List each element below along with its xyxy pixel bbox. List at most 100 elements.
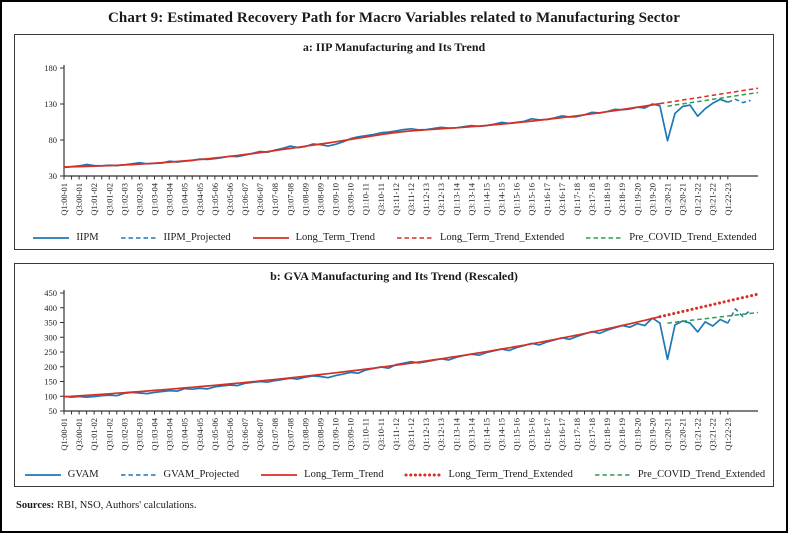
svg-text:Q1:15-16: Q1:15-16 (512, 418, 522, 451)
svg-text:Q3:03-04: Q3:03-04 (165, 417, 175, 450)
series-GVAM (63, 317, 729, 398)
panel-iip-title: a: IIP Manufacturing and Its Trend (302, 40, 486, 54)
svg-text:Q3:14-15: Q3:14-15 (497, 418, 507, 451)
legend-label: Long_Term_Trend (295, 232, 375, 243)
svg-text:Q1:16-17: Q1:16-17 (542, 418, 552, 451)
svg-text:Q3:03-04: Q3:03-04 (165, 182, 175, 215)
svg-text:Q1:18-19: Q1:18-19 (602, 183, 612, 216)
svg-text:400: 400 (44, 303, 57, 313)
svg-text:Q1:12-13: Q1:12-13 (421, 418, 431, 451)
svg-text:Q3:13-14: Q3:13-14 (466, 417, 476, 450)
svg-text:Q1:09-10: Q1:09-10 (331, 418, 341, 451)
panel-iip: a: IIP Manufacturing and Its Trend 30 80 1… (14, 34, 774, 250)
svg-text:Q1:02-03: Q1:02-03 (119, 418, 129, 451)
svg-text:Q1:06-07: Q1:06-07 (240, 418, 250, 451)
svg-text:Q3:16-17: Q3:16-17 (557, 418, 567, 451)
legend-label: Pre_COVID_Trend_Extended (629, 232, 757, 243)
svg-text:Q3:21-22: Q3:21-22 (708, 183, 718, 216)
svg-text:450: 450 (44, 288, 57, 298)
svg-text:Q3:14-15: Q3:14-15 (497, 183, 507, 216)
series-Pre_COVID_Trend_Extended (667, 91, 759, 107)
svg-text:150: 150 (44, 377, 57, 387)
svg-text:Q1:10-11: Q1:10-11 (361, 418, 371, 450)
svg-text:Q3:09-10: Q3:09-10 (346, 418, 356, 451)
svg-text:Q3:09-10: Q3:09-10 (346, 183, 356, 216)
chart-figure: Chart 9: Estimated Recovery Path for Mac… (2, 2, 786, 511)
svg-text:100: 100 (44, 391, 57, 401)
legend-swatch-GVAM (24, 473, 61, 476)
svg-text:50: 50 (49, 406, 58, 416)
svg-text:Q1:05-06: Q1:05-06 (210, 183, 220, 216)
sources-text: RBI, NSO, Authors' calculations. (54, 500, 197, 511)
svg-text:Q1:17-18: Q1:17-18 (572, 418, 582, 451)
svg-text:Q3:10-11: Q3:10-11 (376, 418, 386, 450)
svg-text:130: 130 (44, 99, 57, 109)
legend-item-Long_Term_Trend_Extended: Long_Term_Trend_Extended (404, 469, 573, 480)
svg-text:Q3:20-21: Q3:20-21 (678, 183, 688, 216)
svg-text:Q1:18-19: Q1:18-19 (602, 418, 612, 451)
svg-text:Q1:00-01: Q1:00-01 (59, 183, 69, 216)
svg-text:Q3:13-14: Q3:13-14 (466, 182, 476, 215)
legend-item-GVAM_Projected: GVAM_Projected (119, 469, 240, 480)
svg-text:Q3:04-05: Q3:04-05 (195, 418, 205, 451)
panel-gva: b: GVA Manufacturing and Its Trend (Resc… (14, 263, 774, 487)
legend-label: GVAM (67, 469, 99, 480)
legend-swatch-IIPM (33, 236, 70, 239)
svg-text:Q3:21-22: Q3:21-22 (708, 418, 718, 451)
svg-text:Q1:04-05: Q1:04-05 (180, 183, 190, 216)
svg-text:Q3:02-03: Q3:02-03 (134, 418, 144, 451)
svg-text:Q1:22-23: Q1:22-23 (723, 418, 733, 451)
svg-text:Q3:00-01: Q3:00-01 (74, 418, 84, 451)
series-Long_Term_Trend_Extended (659, 87, 759, 105)
legend-item-Long_Term_Trend: Long_Term_Trend (251, 232, 375, 243)
svg-text:300: 300 (44, 332, 57, 342)
legend-label: Pre_COVID_Trend_Extended (637, 469, 766, 480)
series-Long_Term_Trend_Extended (658, 292, 760, 319)
svg-text:Q3:06-07: Q3:06-07 (255, 183, 265, 216)
legend-swatch-GVAM_Projected (120, 473, 157, 476)
svg-text:Q1:21-22: Q1:21-22 (693, 183, 703, 216)
svg-text:Q1:02-03: Q1:02-03 (119, 183, 129, 216)
svg-text:Q1:01-02: Q1:01-02 (89, 183, 99, 216)
svg-text:Q3:08-09: Q3:08-09 (315, 418, 325, 451)
legend-swatch-Long_Term_Trend_Extended (396, 236, 433, 239)
svg-text:Q1:20-21: Q1:20-21 (662, 183, 672, 216)
svg-text:Q1:05-06: Q1:05-06 (210, 418, 220, 451)
svg-text:Q1:09-10: Q1:09-10 (331, 183, 341, 216)
svg-text:Q1:03-04: Q1:03-04 (150, 417, 160, 450)
legend-swatch-Long_Term_Trend (261, 473, 298, 476)
series-Pre_COVID_Trend_Extended (667, 311, 759, 324)
svg-text:Q1:07-08: Q1:07-08 (270, 418, 280, 451)
svg-text:180: 180 (44, 63, 57, 73)
legend-item-Pre_COVID_Trend_Extended: Pre_COVID_Trend_Extended (584, 232, 757, 243)
svg-text:Q3:04-05: Q3:04-05 (195, 183, 205, 216)
legend-label: Long_Term_Trend (304, 469, 384, 480)
svg-text:Q3:02-03: Q3:02-03 (134, 183, 144, 216)
svg-text:Q1:15-16: Q1:15-16 (512, 183, 522, 216)
svg-text:Q3:05-06: Q3:05-06 (225, 183, 235, 216)
svg-text:Q3:18-19: Q3:18-19 (617, 418, 627, 451)
svg-text:Q3:12-13: Q3:12-13 (436, 183, 446, 216)
svg-text:Q3:11-12: Q3:11-12 (406, 418, 416, 450)
legend-item-GVAM: GVAM (23, 469, 99, 480)
legend-label: Long_Term_Trend_Extended (448, 469, 573, 480)
svg-text:Q1:19-20: Q1:19-20 (632, 418, 642, 451)
legend-label: IIPM_Projected (163, 232, 231, 243)
svg-text:Q1:01-02: Q1:01-02 (89, 418, 99, 451)
sources-note: Sources: RBI, NSO, Authors' calculations… (16, 500, 774, 511)
svg-text:Q1:10-11: Q1:10-11 (361, 183, 371, 215)
svg-text:Q1:13-14: Q1:13-14 (451, 182, 461, 215)
svg-text:Q1:17-18: Q1:17-18 (572, 183, 582, 216)
gva-legend: GVAM GVAM_Projected Long_Term_Trend Long_Te… (17, 467, 771, 486)
svg-text:Q3:17-18: Q3:17-18 (587, 418, 597, 451)
svg-text:Q1:04-05: Q1:04-05 (180, 418, 190, 451)
svg-text:Q3:16-17: Q3:16-17 (557, 183, 567, 216)
svg-text:Q3:01-02: Q3:01-02 (104, 183, 114, 216)
svg-text:Q3:00-01: Q3:00-01 (74, 183, 84, 216)
sources-label: Sources: (16, 500, 55, 511)
svg-text:350: 350 (44, 318, 57, 328)
svg-text:Q3:12-13: Q3:12-13 (436, 418, 446, 451)
svg-text:Q3:07-08: Q3:07-08 (285, 183, 295, 216)
svg-text:Q1:14-15: Q1:14-15 (481, 183, 491, 216)
legend-label: GVAM_Projected (163, 469, 240, 480)
